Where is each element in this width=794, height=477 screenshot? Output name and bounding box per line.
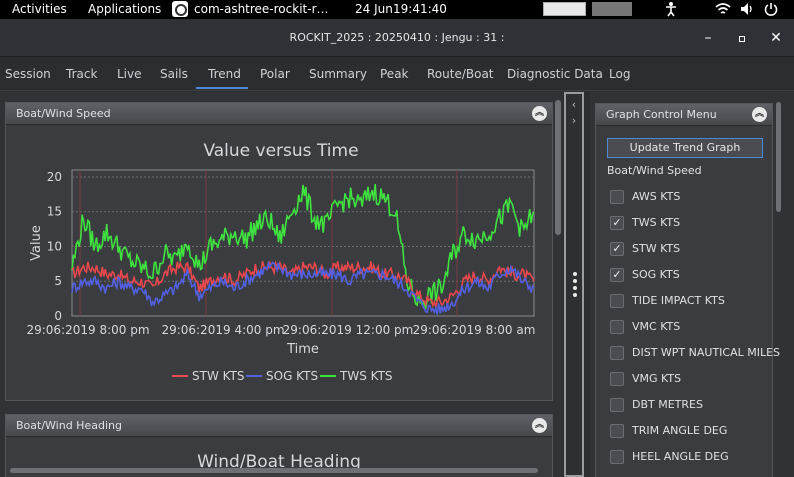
grip-dot-icon [573,286,577,290]
active-tab-indicator [196,87,248,89]
system-top-bar: Activities Applications com-ashtree-rock… [0,0,794,19]
window-title-bar[interactable]: ROCKIT_2025 : 20250410 : Jengu : 31 : – … [0,19,794,57]
tab-route-boat[interactable]: Route/Boat [427,67,494,81]
horizontal-scrollbar[interactable] [10,468,538,473]
update-trend-graph-button[interactable]: Update Trend Graph [607,138,763,158]
volume-icon[interactable] [740,2,754,16]
option-checkbox[interactable] [610,398,624,412]
legend-label: SOG KTS [266,369,318,383]
tab-peak[interactable]: Peak [380,67,409,81]
maximize-icon[interactable] [734,30,750,46]
option-label: TWS KTS [632,216,681,229]
series-line-sog-kts [71,260,535,315]
chart-legend: STW KTS SOG KTS TWS KTS [172,369,393,383]
option-checkbox[interactable]: ✓ [610,242,624,256]
section-label: Boat/Wind Speed [607,164,702,177]
grip-dot-icon [573,279,577,283]
control-menu-scrollbar[interactable] [776,102,781,212]
option-checkbox[interactable] [610,424,624,438]
option-label: TIDE IMPACT KTS [632,294,725,307]
y-tick-label: 5 [54,274,62,288]
option-label: TRIM ANGLE DEG [632,424,728,437]
series-line-stw-kts [71,259,535,309]
y-tick-label: 10 [47,239,62,253]
x-tick-label: 29:06:2019 8:00 am [413,323,536,337]
option-checkbox[interactable]: ✓ [610,268,624,282]
speed-trend-chart: Value versus Time 0 5 10 15 20 29:06:2019 8:… [26,141,536,383]
panel-header[interactable]: Boat/Wind Heading ︽ [6,415,552,437]
tab-log[interactable]: Log [609,67,631,81]
option-checkbox[interactable] [610,450,624,464]
panel-header[interactable]: Boat/Wind Speed ︽ [6,103,552,125]
legend-label: TWS KTS [339,369,393,383]
panel-header[interactable]: Graph Control Menu ︽ [596,104,772,126]
tab-live[interactable]: Live [117,67,142,81]
minimize-icon[interactable]: – [704,30,712,46]
option-label: VMG KTS [632,372,682,385]
rockit-app-icon[interactable] [172,1,188,17]
option-label: DBT METRES [632,398,703,411]
option-label: AWS KTS [632,190,681,203]
option-checkbox[interactable] [610,372,624,386]
pane-splitter[interactable]: ‹ › [564,92,584,477]
option-checkbox[interactable] [610,190,624,204]
applications-menu[interactable]: Applications [88,2,162,16]
tab-polar[interactable]: Polar [260,67,290,81]
boat-wind-heading-panel: Boat/Wind Heading ︽ Wind/Boat Heading [5,414,553,477]
option-label: HEEL ANGLE DEG [632,450,729,463]
y-axis-label: Value [29,225,44,261]
tab-summary[interactable]: Summary [309,67,367,81]
x-tick-label: 29:06:2019 8:00 pm [26,323,149,337]
option-label: VMC KTS [632,320,681,333]
option-checkbox[interactable] [610,320,624,334]
wifi-icon[interactable] [715,2,731,16]
collapse-icon[interactable]: ︽ [532,106,547,121]
panel-title: Boat/Wind Speed [16,107,111,120]
grip-dot-icon [573,293,577,297]
accessibility-icon[interactable] [664,1,678,17]
tab-trend[interactable]: Trend [208,67,241,81]
x-axis-label: Time [286,342,319,357]
panel-title: Graph Control Menu [606,108,717,121]
graph-control-menu: Graph Control Menu ︽ Update Trend Graph … [595,103,780,477]
y-tick-label: 20 [47,170,62,184]
tab-session[interactable]: Session [5,67,51,81]
collapse-icon[interactable]: ︽ [752,107,767,122]
main-tab-bar: Session Track Live Sails Trend Polar Sum… [0,57,794,91]
vertical-scrollbar[interactable] [555,100,561,235]
tab-track[interactable]: Track [66,67,98,81]
expand-right-icon[interactable]: › [571,114,577,127]
option-label: DIST WPT NAUTICAL MILES [632,346,781,359]
collapse-left-icon[interactable]: ‹ [571,98,577,111]
y-tick-label: 15 [47,205,62,219]
option-label: SOG KTS [632,268,680,281]
option-checkbox[interactable] [610,346,624,360]
x-tick-label: 29:06:2019 12:00 pm [283,323,414,337]
grip-dot-icon [573,272,577,276]
y-tick-label: 0 [54,309,62,323]
graph-control-pane: Graph Control Menu ︽ Update Trend Graph … [590,92,794,477]
tab-sails[interactable]: Sails [160,67,188,81]
heading-chart-title: Wind/Boat Heading [197,452,361,472]
option-checkbox[interactable]: ✓ [610,216,624,230]
option-label: STW KTS [632,242,681,255]
window-title: ROCKIT_2025 : 20250410 : Jengu : 31 : [289,31,505,44]
legend-label: STW KTS [192,369,245,383]
collapse-icon[interactable]: ︽ [532,418,547,433]
panel-title: Boat/Wind Heading [16,419,122,432]
tab-diagnostic-data[interactable]: Diagnostic Data [507,67,603,81]
activities-button[interactable]: Activities [12,2,67,16]
power-icon[interactable] [764,2,778,16]
clock-date[interactable]: 24 Jun [355,2,393,16]
option-checkbox[interactable] [610,294,624,308]
clock-time[interactable]: 19:41:40 [393,2,447,16]
x-tick-label: 29:06:2019 4:00 pm [161,323,284,337]
tray-indicator-1[interactable] [543,2,586,16]
close-icon[interactable]: ✕ [770,30,782,46]
focused-app-name[interactable]: com-ashtree-rockit-r… [194,2,329,16]
tray-indicator-2[interactable] [592,2,632,16]
chart-title: Value versus Time [203,141,358,161]
series-line-tws-kts [71,184,535,310]
